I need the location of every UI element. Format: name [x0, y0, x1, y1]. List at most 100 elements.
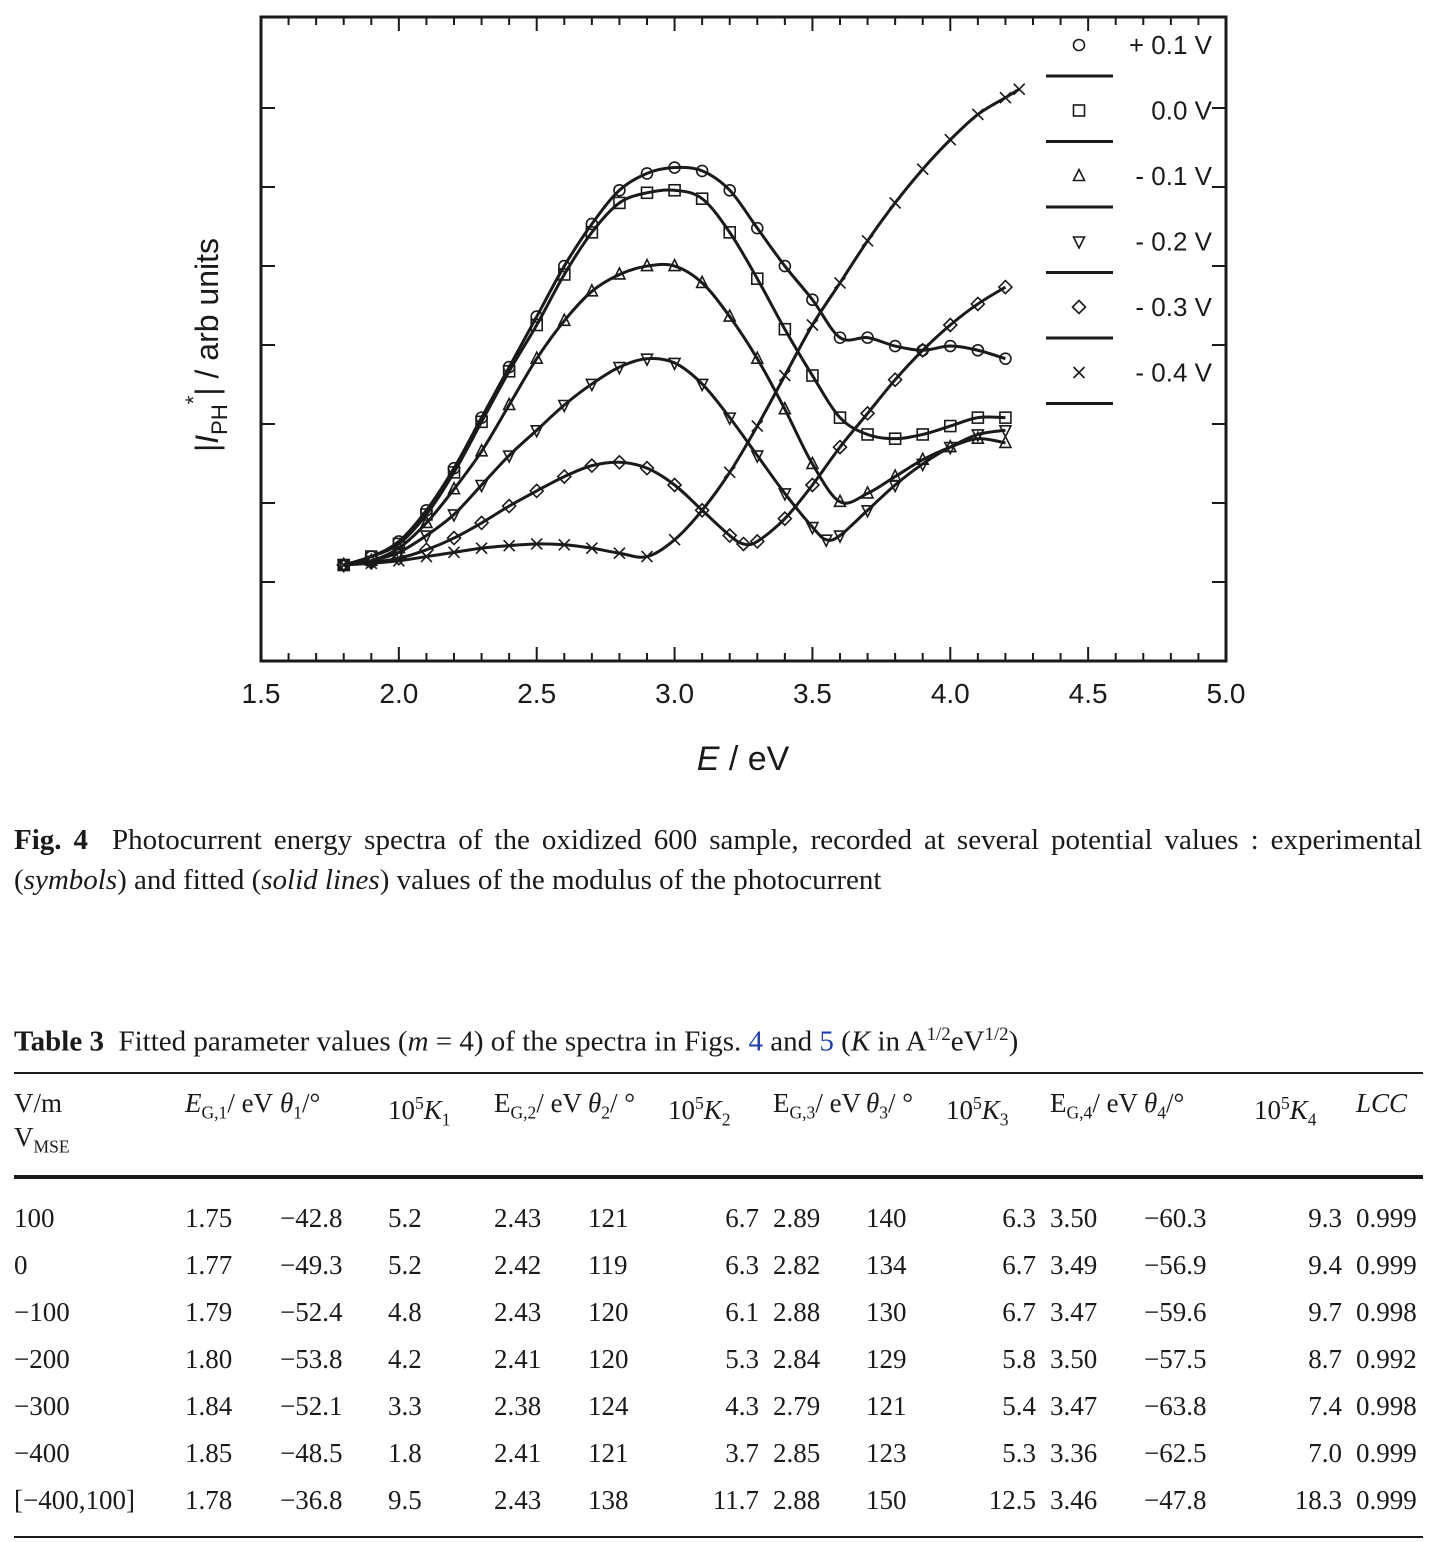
data-point-0-3-V	[666, 477, 683, 493]
table-title-text-d: in A	[870, 1025, 927, 1058]
data-point-0-1-V	[613, 183, 626, 197]
fig-ref-link-4[interactable]: 4	[748, 1025, 764, 1058]
x-axis-label: E / eV	[697, 740, 790, 778]
table-cell: 1.77	[185, 1250, 233, 1281]
legend-label-0-0-V: 0.0 V	[1151, 96, 1212, 126]
data-point-0-2-V	[819, 534, 834, 549]
table-title-text-e: eV	[950, 1025, 985, 1058]
table-cell: −53.8	[280, 1344, 343, 1375]
table-cell: 2.38	[494, 1391, 542, 1422]
data-point-0-1-V	[502, 396, 516, 411]
data-point-0-1-V	[999, 352, 1012, 365]
table-cell: 0.999	[1356, 1485, 1417, 1516]
data-point-0-0-V	[971, 411, 985, 424]
table-cell: 5.3	[725, 1344, 759, 1375]
table-cell: 1.75	[185, 1203, 233, 1234]
table-cell: 0.992	[1356, 1344, 1417, 1375]
data-point-0-0-V	[943, 419, 957, 433]
data-point-0-2-V	[474, 479, 489, 494]
table-cell: 0.999	[1356, 1438, 1417, 1469]
caption-end: ) values of the modulus of the photocurr…	[379, 864, 882, 896]
table-title-and: and	[763, 1025, 820, 1058]
data-point-0-2-V	[392, 547, 406, 561]
data-point-0-4-V	[365, 557, 378, 570]
data-point-0-0-V	[475, 415, 488, 429]
table-cell: 4.8	[388, 1297, 422, 1328]
plot-frame	[259, 15, 1228, 663]
table-cell: 6.7	[725, 1203, 759, 1234]
data-point-0-1-V	[640, 257, 654, 272]
table-cell: 0.999	[1356, 1250, 1417, 1281]
data-point-0-3-V	[694, 502, 710, 518]
data-point-0-2-V	[998, 424, 1013, 439]
fig-ref-link-5[interactable]: 5	[819, 1025, 834, 1058]
data-point-0-4-V	[640, 550, 654, 563]
data-point-0-1-V	[419, 514, 434, 529]
data-point-0-0-V	[447, 466, 461, 479]
col-header-k3: 105K3	[946, 1093, 1009, 1130]
data-point-0-1-V	[723, 183, 737, 197]
data-point-0-4-V	[585, 542, 598, 555]
caption-em-symbols: symbols	[23, 864, 118, 896]
data-point-0-0-V	[999, 411, 1012, 424]
data-point-0-2-V	[750, 450, 765, 464]
data-point-0-2-V	[971, 429, 985, 443]
data-point-0-3-V	[887, 372, 903, 388]
data-point-0-3-V	[336, 557, 352, 573]
table-row: [−400,100] 1.78 −36.8 9.5 2.43 138 11.7 2.88 150…	[14, 1477, 1423, 1538]
table-cell: 2.43	[494, 1485, 542, 1516]
col-header-eg3: EG,3/ eV	[773, 1088, 862, 1123]
data-point-0-0-V	[916, 428, 930, 441]
data-point-0-3-V	[832, 439, 848, 455]
table-cell: −100	[14, 1297, 70, 1328]
table-cell: 11.7	[712, 1485, 759, 1516]
data-point-0-0-V	[502, 365, 516, 378]
data-point-0-1-V	[668, 161, 681, 174]
data-point-0-4-V	[475, 542, 488, 555]
fit-line-0-2-V	[343, 356, 1006, 567]
table-cell: 6.3	[725, 1250, 759, 1281]
y-axis-label: |IPH*| / arb units	[181, 238, 232, 452]
data-point-0-2-V	[585, 378, 599, 393]
table-cell: 2.84	[773, 1344, 821, 1375]
data-point-0-1-V	[667, 257, 682, 272]
data-point-0-0-V	[640, 186, 654, 200]
table-title-text-b: = 4) of the spectra in Figs.	[428, 1025, 749, 1058]
data-point-0-0-V	[613, 196, 626, 210]
data-point-0-4-V	[971, 108, 984, 121]
data-point-0-3-V	[735, 536, 752, 552]
table-row: −200 1.80 −53.8 4.2 2.41 120 5.3 2.84 129 5.8 3.50…	[14, 1336, 1423, 1383]
data-point-0-1-V	[585, 217, 599, 231]
data-point-0-2-V	[943, 441, 958, 456]
table-cell: −42.8	[280, 1203, 343, 1234]
data-point-0-4-V	[447, 546, 461, 559]
data-point-0-4-V	[1013, 83, 1026, 96]
legend-label-0-1-V: - 0.1 V	[1135, 161, 1212, 191]
table-title-K: K	[850, 1025, 871, 1058]
data-point-0-3-V	[777, 511, 793, 527]
fit-line-0-4-V	[343, 87, 1020, 567]
table-cell: 3.36	[1050, 1438, 1098, 1469]
x-tick-label: 4.0	[931, 678, 970, 709]
col-header-k1: 105K1	[388, 1093, 451, 1130]
data-point-0-4-V	[503, 539, 516, 552]
table-cell: 5.2	[388, 1250, 422, 1281]
data-point-0-4-V	[778, 369, 791, 382]
table-cell: 3.7	[725, 1438, 759, 1469]
table-cell: −57.5	[1144, 1344, 1207, 1375]
data-point-0-1-V	[722, 308, 737, 322]
data-point-0-3-V	[556, 468, 572, 485]
data-point-0-4-V	[392, 554, 405, 567]
data-point-0-2-V	[695, 378, 709, 393]
caption-text: Photocurrent energy spectra of the oxidi…	[14, 824, 1423, 896]
data-point-0-0-V	[668, 183, 681, 197]
data-point-0-3-V	[501, 498, 517, 514]
legend-marker-0-1-V	[1072, 167, 1086, 182]
data-point-0-1-V	[861, 331, 874, 344]
data-point-0-4-V	[668, 533, 681, 546]
legend-label-0-3-V: - 0.3 V	[1135, 292, 1212, 322]
table-cell: 18.3	[1294, 1485, 1342, 1516]
table-cell: 5.8	[1002, 1344, 1036, 1375]
table-cell: 121	[866, 1391, 907, 1422]
data-point-0-0-V	[750, 272, 764, 285]
